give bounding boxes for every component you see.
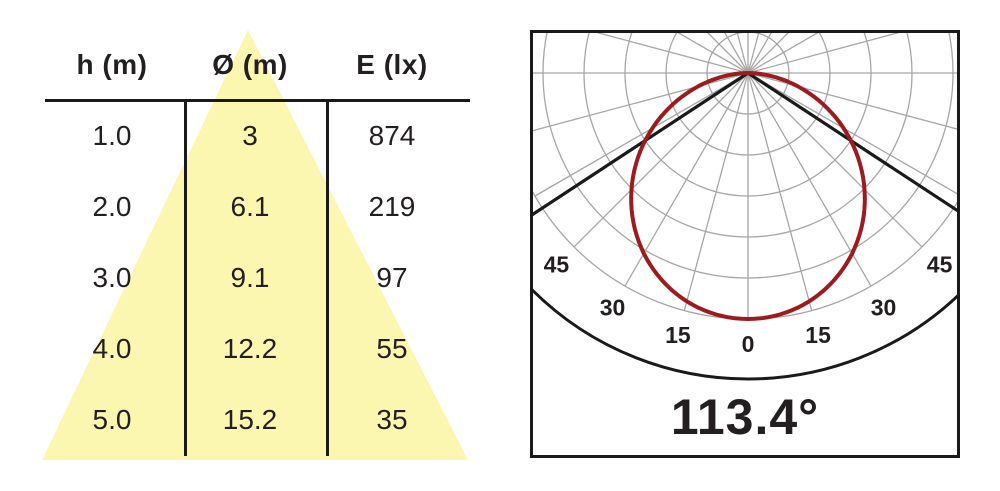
table-cell: 874 xyxy=(368,120,416,151)
table-cell: 5.0 xyxy=(92,404,132,435)
table-row: 4.0 12.2 55 xyxy=(0,313,500,384)
intensity-curve xyxy=(629,71,867,321)
table-row: 1.0 3 874 xyxy=(0,100,500,171)
angle-label: 15 xyxy=(805,322,831,348)
table-cell: 3.0 xyxy=(92,262,132,293)
table-cell: 2.0 xyxy=(92,191,132,222)
table-cell: 55 xyxy=(376,333,408,364)
col-header-diameter: Ø (m) xyxy=(212,49,288,80)
table-cell: 35 xyxy=(376,404,408,435)
angle-label: 45 xyxy=(544,252,570,278)
table-cell: 9.1 xyxy=(230,262,270,293)
table-cell: 6.1 xyxy=(230,191,270,222)
table-cell: 219 xyxy=(368,191,416,222)
table-divider-right xyxy=(326,100,329,456)
beam-angle-lines xyxy=(530,71,960,219)
chart-border xyxy=(530,30,960,458)
table-header-rule xyxy=(45,99,470,102)
beam-angle-value: 113.4° xyxy=(671,389,819,445)
table-body: 1.0 3 874 2.0 6.1 219 3.0 9.1 97 4.0 12.2 55 5.0 15.2… xyxy=(0,100,500,455)
table-cell: 15.2 xyxy=(222,404,278,435)
table-divider-left xyxy=(184,100,187,456)
table-cell: 1.0 xyxy=(92,120,132,151)
table-cell: 12.2 xyxy=(222,333,278,364)
table-row: 3.0 9.1 97 xyxy=(0,242,500,313)
col-header-height: h (m) xyxy=(76,49,148,80)
angle-label: 30 xyxy=(600,295,626,321)
col-header-illuminance: E (lx) xyxy=(356,49,428,80)
angle-label: 30 xyxy=(871,295,897,321)
angle-label: 45 xyxy=(927,252,953,278)
table-row: 2.0 6.1 219 xyxy=(0,171,500,242)
table-row: 5.0 15.2 35 xyxy=(0,384,500,455)
table-cell: 4.0 xyxy=(92,333,132,364)
angle-label: 0 xyxy=(742,331,755,357)
table-cell: 97 xyxy=(376,262,408,293)
angle-label: 15 xyxy=(665,322,691,348)
polar-intensity-chart: 45 30 15 0 15 30 45 113.4° xyxy=(530,30,960,458)
table-cell: 3 xyxy=(242,120,258,151)
cone-table-panel: h (m) Ø (m) E (lx) 1.0 3 874 2.0 6.1 219 3.0 9.… xyxy=(0,30,500,460)
polar-plot-area xyxy=(530,30,960,381)
outer-boundary-arc xyxy=(530,285,960,381)
